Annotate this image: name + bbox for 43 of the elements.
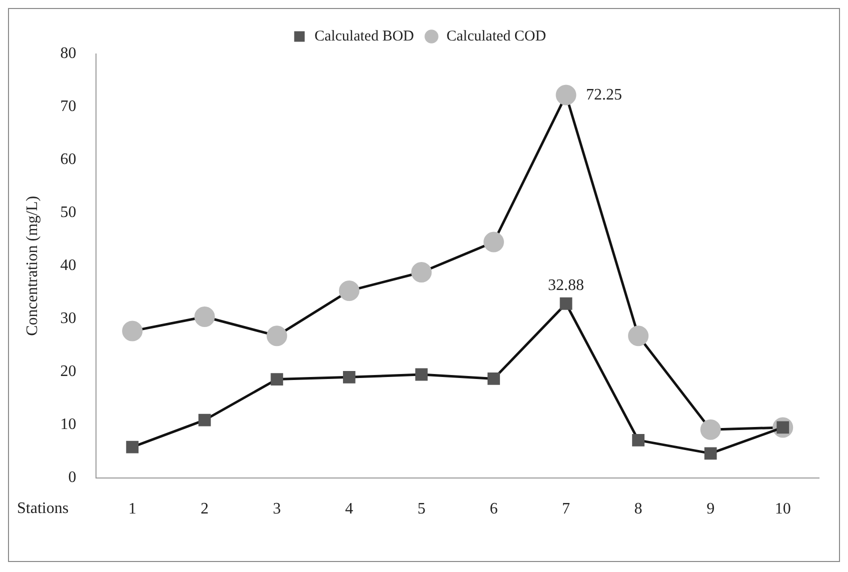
x-tick-label: 9 [706,500,715,518]
y-tick-label: 20 [60,363,76,380]
x-tick-label: 1 [128,500,136,518]
y-tick-label: 40 [60,257,76,274]
x-tick-label: 8 [634,500,642,518]
legend-label: Calculated BOD [314,28,414,44]
x-axis-title: Stations [17,500,69,518]
point [411,262,432,283]
point [483,232,504,252]
point [415,368,428,381]
y-tick-label: 0 [68,469,76,486]
point [342,370,356,384]
y-tick-label: 60 [60,151,76,168]
x-tick-label: 2 [200,500,209,518]
x-tick-label: 10 [774,500,791,518]
y-tick-label: 10 [60,416,76,434]
point [270,373,284,386]
x-tick-label: 7 [562,500,570,518]
y-tick-label: 80 [60,45,76,62]
point [700,419,721,440]
point [560,297,572,310]
point [198,414,211,426]
y-tick-label: 30 [60,310,76,328]
data-label: 72.25 [586,86,622,104]
x-tick-label: 3 [272,500,281,518]
point [632,434,644,446]
legend-label: Calculated COD [446,28,546,44]
point [628,326,649,346]
y-tick-label: 50 [60,204,76,222]
point [194,306,215,328]
y-axis-title: Concentration (mg/L) [24,196,41,336]
point [704,447,717,460]
point [126,440,139,454]
y-tick-label: 70 [60,98,76,116]
point [338,280,360,302]
x-tick-label: 6 [490,500,498,518]
point [556,84,576,106]
x-tick-label: 5 [417,500,426,518]
point [488,372,500,385]
point [266,326,288,346]
data-label: 32.88 [548,276,584,294]
point [122,320,143,342]
x-tick-label: 4 [345,500,354,518]
